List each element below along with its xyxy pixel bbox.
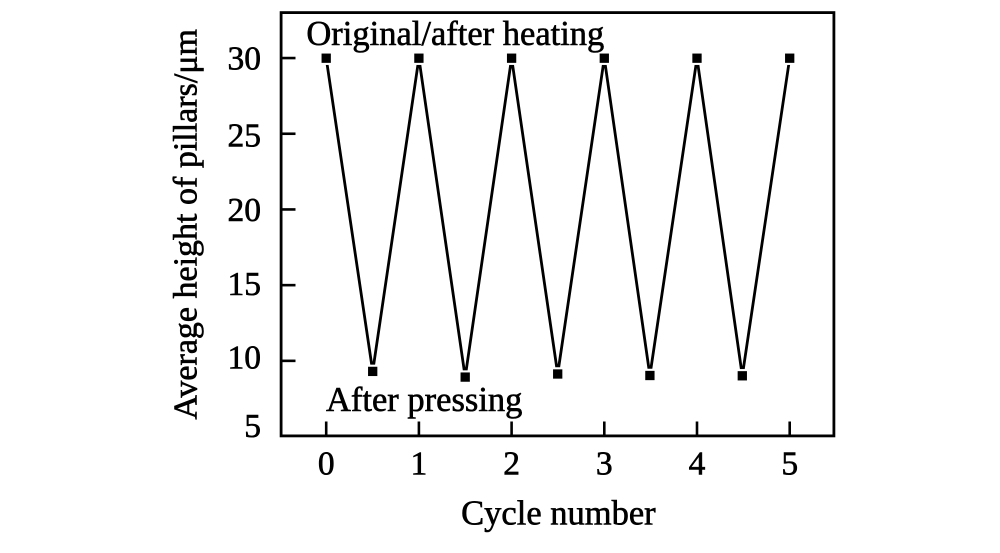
svg-text:1: 1 <box>411 446 428 483</box>
svg-text:5: 5 <box>244 408 261 445</box>
svg-text:Average height of pillars/μm: Average height of pillars/μm <box>168 29 205 420</box>
svg-text:Original/after heating: Original/after heating <box>306 15 604 53</box>
svg-text:Cycle number: Cycle number <box>461 494 656 532</box>
svg-text:4: 4 <box>689 446 706 483</box>
svg-text:25: 25 <box>228 118 262 155</box>
svg-text:10: 10 <box>228 340 262 377</box>
svg-text:0: 0 <box>318 446 335 483</box>
svg-text:5: 5 <box>781 446 798 483</box>
svg-text:15: 15 <box>228 266 262 303</box>
svg-text:30: 30 <box>228 40 262 77</box>
svg-text:20: 20 <box>228 192 262 229</box>
svg-text:3: 3 <box>596 446 613 483</box>
svg-text:After pressing: After pressing <box>326 381 522 419</box>
svg-text:2: 2 <box>503 446 520 483</box>
